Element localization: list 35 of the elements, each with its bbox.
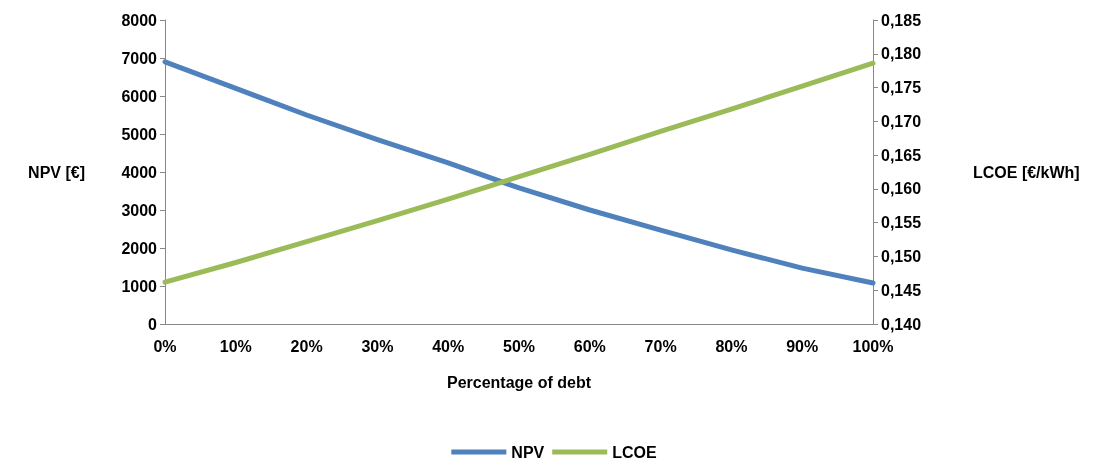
x-tick-label: 20% bbox=[290, 337, 323, 355]
y-tick-label: 3000 bbox=[121, 201, 158, 219]
y-tick-label: 7000 bbox=[121, 49, 158, 67]
x-tick-label: 50% bbox=[502, 337, 536, 355]
x-tick-label: 90% bbox=[786, 337, 819, 355]
x-tick-label: 80% bbox=[715, 337, 748, 355]
y-tick-label: 8000 bbox=[121, 11, 158, 29]
y2-tick-label: 0,150 bbox=[881, 247, 922, 265]
y-tick-label: 0 bbox=[148, 315, 158, 333]
y2-tick-label: 0,185 bbox=[881, 11, 922, 29]
y-tick-label: 6000 bbox=[121, 87, 158, 105]
x-tick-label: 60% bbox=[573, 337, 606, 355]
x-tick-label: 70% bbox=[644, 337, 677, 355]
y-tick-label: 5000 bbox=[121, 125, 158, 143]
y2-tick-label: 0,165 bbox=[881, 146, 922, 164]
y-tick-label: 1000 bbox=[121, 277, 158, 295]
y-tick-label: 4000 bbox=[121, 163, 158, 181]
x-tick-label: 10% bbox=[219, 337, 252, 355]
y2-axis-title: LCOE [€/kWh] bbox=[973, 163, 1080, 181]
y2-tick-label: 0,140 bbox=[881, 315, 922, 333]
x-tick-label: 100% bbox=[852, 337, 894, 355]
y2-tick-label: 0,145 bbox=[881, 281, 922, 299]
x-tick-label: 0% bbox=[153, 337, 177, 355]
y2-tick-label: 0,170 bbox=[881, 112, 922, 130]
y2-tick-label: 0,180 bbox=[881, 45, 922, 63]
y2-tick-label: 0,175 bbox=[881, 79, 922, 97]
y2-tick-label: 0,160 bbox=[881, 180, 922, 198]
legend-label: LCOE bbox=[612, 443, 657, 461]
x-axis-title: Percentage of debt bbox=[446, 373, 592, 391]
x-tick-label: 30% bbox=[361, 337, 394, 355]
y-axis-title: NPV [€] bbox=[28, 163, 85, 181]
y-tick-label: 2000 bbox=[121, 239, 158, 257]
x-tick-label: 40% bbox=[432, 337, 465, 355]
legend-label: NPV bbox=[511, 443, 545, 461]
y2-tick-label: 0,155 bbox=[881, 214, 922, 232]
